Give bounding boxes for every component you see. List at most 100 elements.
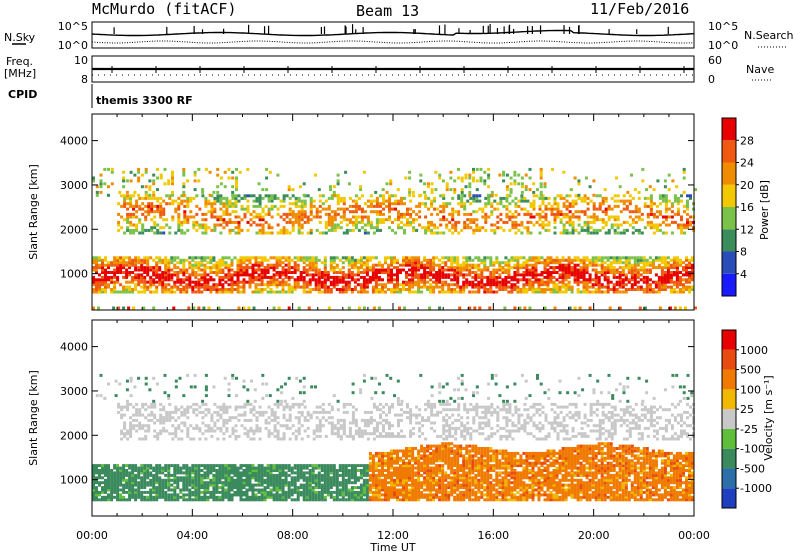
heatmap-cell (335, 275, 339, 279)
heatmap-cell (490, 190, 494, 194)
heatmap-cell (231, 185, 235, 189)
heatmap-cell (450, 290, 454, 294)
heatmap-cell (242, 498, 246, 502)
heatmap-cell (128, 273, 132, 277)
heatmap-cell (251, 498, 255, 502)
heatmap-cell (329, 258, 333, 262)
heatmap-cell (278, 478, 282, 482)
heatmap-cell (360, 210, 364, 214)
heatmap-cell (471, 285, 475, 289)
heatmap-cell (266, 258, 270, 262)
heatmap-cell (668, 306, 672, 310)
heatmap-cell (329, 478, 333, 482)
heatmap-cell (272, 273, 276, 277)
heatmap-cell (513, 182, 517, 186)
heatmap-cell (686, 207, 689, 211)
heatmap-cell (432, 285, 436, 289)
heatmap-cell (159, 202, 163, 206)
heatmap-cell (555, 290, 559, 294)
heatmap-cell (354, 210, 358, 214)
heatmap-cell (144, 228, 148, 232)
heatmap-cell (390, 288, 393, 291)
heatmap-cell (399, 290, 402, 294)
heatmap-cell (110, 182, 114, 186)
heatmap-cell (116, 280, 120, 284)
heatmap-cell (203, 283, 207, 287)
heatmap-cell (182, 261, 186, 265)
heatmap-cell (194, 280, 198, 284)
heatmap-cell (140, 478, 144, 482)
heatmap-cell (228, 231, 232, 235)
heatmap-cell (604, 199, 608, 203)
heatmap-cell (233, 469, 237, 472)
heatmap-cell (227, 278, 231, 282)
heatmap-cell (341, 275, 345, 279)
heatmap-cell (260, 283, 264, 287)
heatmap-cell (568, 215, 572, 219)
heatmap-cell (308, 256, 312, 260)
heatmap-cell (242, 256, 246, 260)
heatmap-cell (185, 471, 189, 475)
heatmap-cell (417, 266, 421, 270)
heatmap-cell (649, 204, 653, 208)
heatmap-cell (621, 256, 625, 260)
heatmap-cell (589, 226, 593, 230)
heatmap-cell (272, 283, 276, 287)
heatmap-cell (270, 231, 274, 235)
heatmap-cell (176, 466, 180, 470)
heatmap-cell (116, 495, 120, 499)
heatmap-cell (120, 194, 124, 198)
heatmap-cell (522, 273, 526, 277)
heatmap-cell (627, 263, 631, 267)
heatmap-cell (303, 220, 307, 224)
heatmap-cell (104, 473, 107, 477)
heatmap-cell (421, 202, 425, 206)
heatmap-cell (153, 210, 157, 214)
heatmap-cell (260, 263, 264, 267)
heatmap-cell (201, 188, 205, 192)
heatmap-cell (299, 464, 303, 468)
heatmap-cell (284, 478, 288, 482)
heatmap-cell (275, 466, 279, 470)
heatmap-cell (329, 185, 332, 189)
heatmap-cell (210, 228, 214, 232)
heatmap-cell (99, 173, 103, 177)
heatmap-cell (667, 223, 671, 227)
heatmap-cell (202, 306, 206, 310)
heatmap-cell (246, 228, 250, 232)
heatmap-cell (411, 290, 415, 294)
heatmap-cell (353, 280, 357, 284)
heatmap-cell (487, 215, 491, 219)
heatmap-cell (462, 268, 466, 272)
heatmap-cell (194, 271, 198, 274)
heatmap-cell (285, 215, 289, 219)
heatmap-cell (342, 231, 346, 235)
heatmap-cell (104, 271, 107, 274)
heatmap-cell (666, 268, 670, 272)
heatmap-cell (215, 498, 219, 502)
heatmap-cell (669, 266, 673, 270)
heatmap-cell (126, 212, 130, 216)
heatmap-cell (173, 476, 177, 480)
heatmap-cell (116, 261, 120, 265)
heatmap-cell (519, 290, 523, 294)
heatmap-cell (116, 486, 120, 490)
heatmap-cell (159, 215, 163, 219)
heatmap-cell (669, 263, 673, 267)
heatmap-cell (290, 481, 294, 485)
heatmap-cell (239, 266, 243, 270)
heatmap-cell (601, 226, 605, 230)
heatmap-cell (116, 266, 120, 270)
heatmap-cell (483, 285, 487, 289)
heatmap-cell (679, 290, 682, 294)
heatmap-cell (300, 199, 304, 203)
heatmap-cell (441, 273, 445, 277)
heatmap-cell (488, 306, 492, 310)
heatmap-cell (305, 481, 309, 485)
heatmap-cell (101, 261, 104, 265)
heatmap-cell (251, 263, 255, 267)
heatmap-cell (621, 283, 625, 287)
heatmap-cell (448, 220, 452, 224)
heatmap-cell (559, 210, 563, 214)
heatmap-cell (680, 228, 683, 232)
